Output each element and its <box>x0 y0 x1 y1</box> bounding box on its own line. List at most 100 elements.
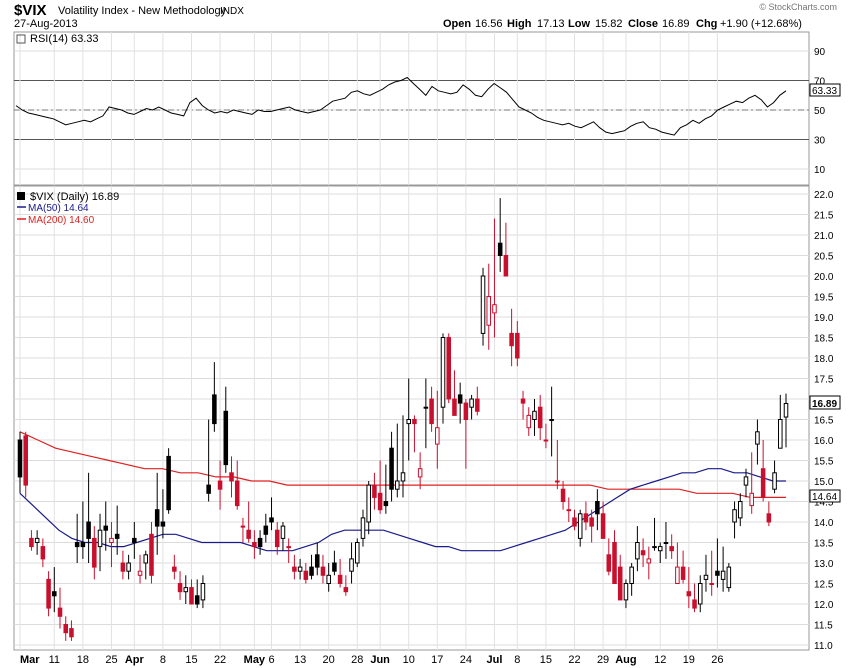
candle-body <box>154 509 160 527</box>
candle-body <box>549 419 554 421</box>
rsi-legend: RSI(14) 63.33 <box>30 33 98 45</box>
candle-body <box>657 546 663 552</box>
candle-body <box>663 542 669 544</box>
candle-body <box>120 562 126 572</box>
rsi-panel: 90 70 50 30 10 RSI(14) 63.33 63.33 <box>13 31 841 186</box>
candle-body <box>435 427 440 445</box>
x-tick-label: 13 <box>294 654 306 666</box>
candle-body <box>377 492 383 511</box>
candles <box>17 198 789 641</box>
candle-body <box>349 558 354 572</box>
x-tick-label: 15 <box>540 654 552 666</box>
x-tick-label: 18 <box>77 654 89 666</box>
candle-body <box>475 398 480 412</box>
candle-body <box>229 472 234 482</box>
candle-body <box>697 583 703 605</box>
candle-body <box>263 525 269 535</box>
candle-body <box>17 439 23 478</box>
candle-legend-icon <box>17 192 25 200</box>
candle-body <box>372 484 377 498</box>
rsi-tick-label: 70 <box>814 77 826 88</box>
candle-body <box>675 566 680 584</box>
price-tick-label: 15.5 <box>814 457 834 468</box>
candle-body <box>92 537 97 568</box>
candle-body <box>623 583 629 601</box>
candle-body <box>766 513 772 523</box>
candle-body <box>314 554 320 568</box>
candle-body <box>269 517 274 523</box>
svg-text:MA(200) 14.60: MA(200) 14.60 <box>28 215 95 226</box>
price-tick-label: 19.0 <box>814 313 834 324</box>
candle-body <box>566 509 572 512</box>
x-tick-label: Mar <box>20 654 40 666</box>
candle-body <box>252 542 257 548</box>
price-tick-label: 18.5 <box>814 334 834 345</box>
ma-tag: 14.64 <box>812 492 837 503</box>
candle-body <box>23 435 28 486</box>
x-tick-label: 25 <box>105 654 117 666</box>
price-tick-label: 13.5 <box>814 539 834 550</box>
candle-body <box>326 574 331 584</box>
svg-text:16.56: 16.56 <box>475 18 503 30</box>
x-tick-label: 11 <box>49 654 60 666</box>
candle-body <box>760 468 766 498</box>
candle-body <box>560 488 566 503</box>
candle-body <box>280 525 286 539</box>
x-tick-label: 8 <box>160 654 166 666</box>
candle-body <box>703 574 709 580</box>
candle-body <box>177 583 183 593</box>
candle-body <box>383 501 389 507</box>
ma-tag-box <box>809 489 841 503</box>
price-tick-label: 20.5 <box>814 252 834 263</box>
candle-body <box>86 521 91 539</box>
candle-body <box>360 517 366 539</box>
rsi-value-tag: 63.33 <box>812 86 837 97</box>
candle-body <box>74 542 80 548</box>
x-tick-label: 26 <box>711 654 723 666</box>
candle-body <box>600 513 606 539</box>
candle-body <box>97 529 103 548</box>
candle-body <box>303 570 309 580</box>
candle-body <box>212 394 217 425</box>
candle-body <box>589 517 594 527</box>
candle-body <box>715 570 720 576</box>
x-tick-label: 8 <box>514 654 520 666</box>
candle-body <box>126 562 131 572</box>
candle-body <box>343 587 349 593</box>
svg-text:High: High <box>507 18 532 30</box>
candle-body <box>332 562 337 572</box>
candle-body <box>292 566 297 572</box>
price-tick-label: 17.5 <box>814 375 834 386</box>
candle-body <box>423 406 429 409</box>
x-tick-label: May <box>244 654 266 666</box>
candle-body <box>629 566 634 584</box>
candle-body <box>583 513 589 523</box>
candle-body <box>497 242 503 256</box>
candle-body <box>692 599 697 609</box>
svg-text:Low: Low <box>568 18 590 30</box>
candle-body <box>646 558 652 564</box>
x-tick-label: 12 <box>654 654 666 666</box>
x-tick-label: 15 <box>185 654 197 666</box>
candle-body <box>234 480 240 507</box>
rsi-tick-label: 90 <box>814 47 826 58</box>
candle-body <box>617 566 623 601</box>
candle-body <box>737 501 743 519</box>
candle-body <box>114 533 120 539</box>
price-legend: $VIX (Daily) 16.89 MA(50) 14.64 MA(200) … <box>17 191 119 226</box>
rsi-tick-label: 10 <box>814 165 826 176</box>
candle-body <box>80 542 86 548</box>
candle-body <box>206 484 211 494</box>
close-tag-box <box>809 395 841 410</box>
rsi-legend-icon <box>16 34 26 44</box>
x-tick-label: 19 <box>683 654 695 666</box>
candle-body <box>417 468 423 478</box>
candle-body <box>400 472 406 482</box>
candle-body <box>132 537 137 544</box>
svg-text:Chg: Chg <box>696 18 717 30</box>
x-tick-label: 6 <box>268 654 274 666</box>
candle-body <box>783 403 789 418</box>
candle-body <box>606 554 612 572</box>
candle-body <box>183 587 189 593</box>
